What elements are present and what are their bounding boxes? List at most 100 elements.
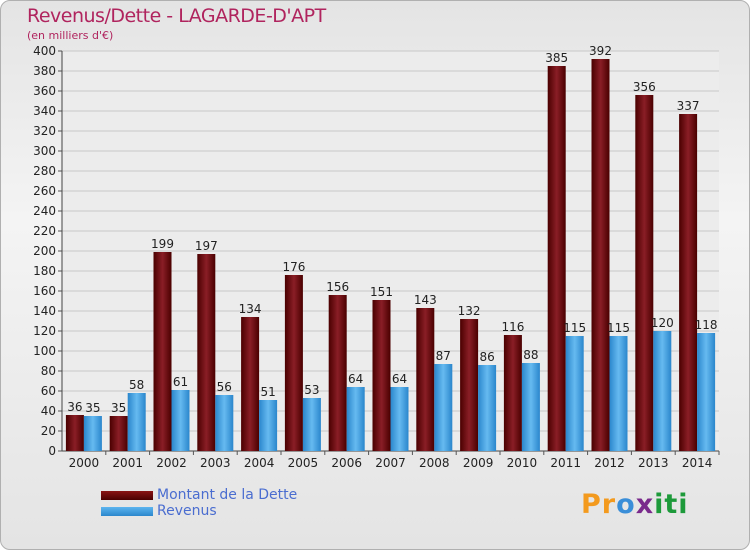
bar-revenue [653, 331, 672, 451]
bar-revenue [390, 387, 409, 451]
bar-revenue [478, 365, 497, 451]
bar-revenue [259, 400, 278, 451]
data-label-revenue: 53 [304, 383, 319, 397]
x-tick-label: 2000 [69, 456, 100, 470]
y-tick-label: 0 [48, 444, 56, 458]
x-tick-label: 2014 [682, 456, 713, 470]
bar-revenue [697, 333, 716, 451]
data-label-debt: 356 [633, 80, 656, 94]
logo-letter: o [616, 489, 636, 520]
data-label-debt: 134 [239, 302, 262, 316]
y-tick-label: 320 [33, 124, 56, 138]
data-label-debt: 197 [195, 239, 218, 253]
y-tick-label: 160 [33, 284, 56, 298]
y-tick-label: 40 [41, 404, 56, 418]
bar-revenue [521, 363, 540, 451]
data-label-debt: 392 [589, 44, 612, 58]
bar-debt [65, 415, 84, 451]
data-label-debt: 176 [282, 260, 305, 274]
bar-debt [460, 319, 479, 451]
x-tick-label: 2002 [156, 456, 187, 470]
data-label-revenue: 115 [607, 321, 630, 335]
bar-debt [591, 59, 610, 451]
legend-swatch-debt [101, 491, 153, 500]
y-tick-label: 200 [33, 244, 56, 258]
chart-title: Revenus/Dette - LAGARDE-D'APT [27, 5, 326, 27]
bar-revenue [215, 395, 234, 451]
x-tick-label: 2005 [288, 456, 319, 470]
data-label-debt: 132 [458, 304, 481, 318]
logo-letter: i [654, 489, 665, 520]
bar-debt [197, 254, 216, 451]
data-label-revenue: 118 [695, 318, 718, 332]
y-tick-label: 400 [33, 44, 56, 58]
y-tick-label: 300 [33, 144, 56, 158]
y-tick-label: 20 [41, 424, 56, 438]
y-tick-label: 180 [33, 264, 56, 278]
data-label-revenue: 86 [479, 350, 494, 364]
data-label-revenue: 88 [523, 348, 538, 362]
bar-debt [241, 317, 260, 451]
legend-swatch-revenue [101, 507, 153, 516]
bar-revenue [346, 387, 365, 451]
data-label-revenue: 61 [173, 375, 188, 389]
x-tick-label: 2011 [550, 456, 581, 470]
y-tick-label: 380 [33, 64, 56, 78]
bar-debt [503, 335, 522, 451]
data-label-revenue: 51 [260, 385, 275, 399]
proxiti-logo: Proxiti [581, 489, 689, 520]
data-label-revenue: 87 [436, 349, 451, 363]
data-label-debt: 116 [501, 320, 524, 334]
bar-revenue [171, 390, 190, 451]
y-tick-label: 100 [33, 344, 56, 358]
x-tick-label: 2009 [463, 456, 494, 470]
data-label-revenue: 64 [348, 372, 363, 386]
y-tick-label: 340 [33, 104, 56, 118]
logo-letter: P [581, 489, 602, 520]
bar-revenue [565, 336, 584, 451]
data-label-revenue: 115 [563, 321, 586, 335]
bar-revenue [302, 398, 321, 451]
y-tick-label: 140 [33, 304, 56, 318]
data-label-debt: 199 [151, 237, 174, 251]
bar-debt [547, 66, 566, 451]
bar-debt [416, 308, 435, 451]
data-label-debt: 143 [414, 293, 437, 307]
bar-debt [109, 416, 128, 451]
logo-letter: t [664, 489, 679, 520]
bar-debt [372, 300, 391, 451]
x-tick-label: 2012 [594, 456, 625, 470]
chart-subtitle: (en milliers d'€) [27, 29, 114, 42]
data-label-debt: 151 [370, 285, 393, 299]
bar-revenue [609, 336, 628, 451]
y-tick-label: 60 [41, 384, 56, 398]
x-tick-label: 2008 [419, 456, 450, 470]
y-tick-label: 360 [33, 84, 56, 98]
data-label-revenue: 64 [392, 372, 407, 386]
x-tick-label: 2001 [112, 456, 143, 470]
x-tick-label: 2010 [507, 456, 538, 470]
bar-revenue [127, 393, 146, 451]
logo-letter: x [635, 489, 655, 520]
bar-debt [328, 295, 347, 451]
logo-letter: r [601, 489, 617, 520]
x-tick-label: 2006 [331, 456, 362, 470]
x-tick-label: 2004 [244, 456, 275, 470]
x-tick-label: 2013 [638, 456, 669, 470]
bar-revenue [434, 364, 453, 451]
data-label-revenue: 35 [85, 401, 100, 415]
data-label-revenue: 120 [651, 316, 674, 330]
y-tick-label: 280 [33, 164, 56, 178]
legend-label-debt: Montant de la Dette [157, 487, 298, 503]
y-tick-label: 220 [33, 224, 56, 238]
data-label-revenue: 58 [129, 378, 144, 392]
bar-debt [153, 252, 172, 451]
y-tick-label: 260 [33, 184, 56, 198]
data-label-debt: 385 [545, 51, 568, 65]
logo-letter: i [678, 489, 689, 520]
bar-debt [679, 114, 698, 451]
y-tick-label: 80 [41, 364, 56, 378]
data-label-debt: 35 [111, 401, 126, 415]
bar-revenue [83, 416, 102, 451]
